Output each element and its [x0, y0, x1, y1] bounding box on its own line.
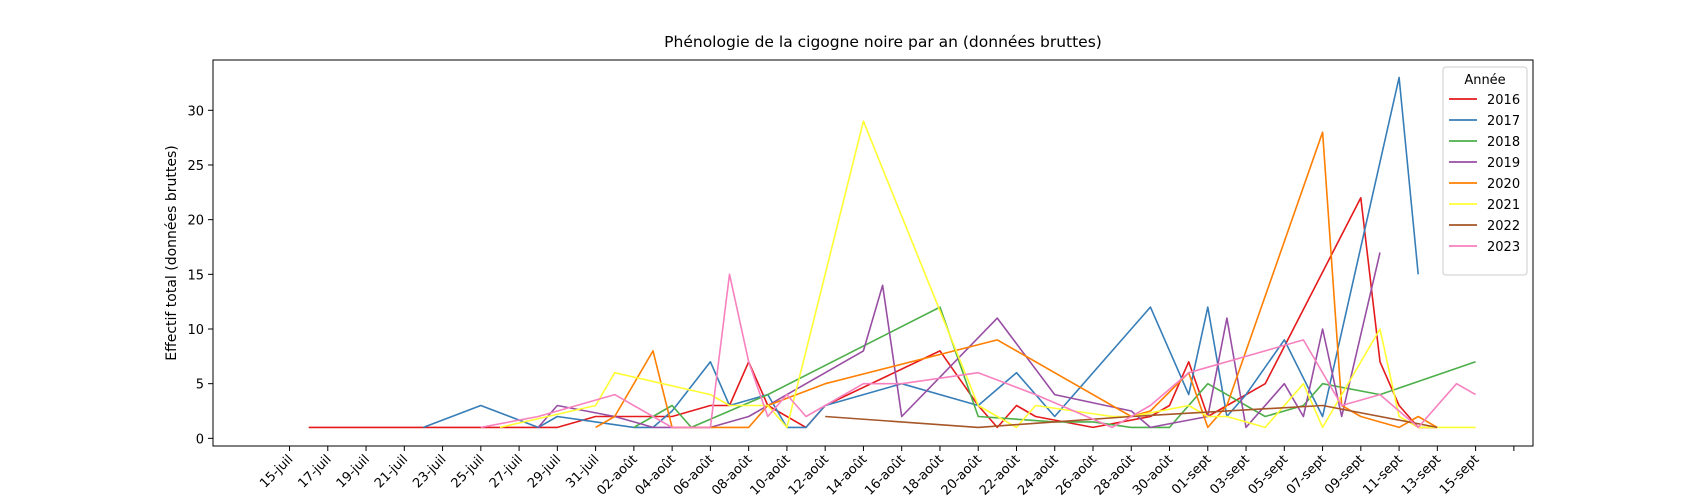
x-tick-label: 22-août — [977, 452, 1023, 498]
series-layer — [308, 76, 1476, 429]
x-tick-label: 09-sept — [1322, 452, 1368, 498]
series-line-2023 — [480, 273, 1476, 429]
x-tick-label: 24-août — [1015, 452, 1061, 498]
y-tick-label: 25 — [187, 159, 204, 174]
x-tick-label: 30-août — [1130, 452, 1176, 498]
x-tick-label: 11-sept — [1360, 452, 1406, 498]
x-tick-label: 18-août — [900, 452, 946, 498]
x-tick-label: 02-août — [594, 452, 640, 498]
x-tick-label: 16-août — [862, 452, 908, 498]
x-tick-label: 07-sept — [1284, 452, 1330, 498]
x-tick-label: 27-juil — [487, 452, 526, 491]
x-tick-label: 20-août — [939, 452, 985, 498]
x-tick-label: 25-juil — [449, 452, 488, 491]
x-tick-label: 15-sept — [1437, 452, 1483, 498]
y-axis-label: Effectif total (données bruttes) — [164, 145, 180, 361]
x-tick-label: 12-août — [786, 452, 832, 498]
legend-label-2020: 2020 — [1487, 177, 1520, 192]
x-tick-label: 05-sept — [1246, 452, 1292, 498]
legend-label-2021: 2021 — [1487, 198, 1520, 213]
x-tick-label: 01-sept — [1169, 452, 1215, 498]
y-tick-label: 20 — [187, 214, 204, 229]
y-tick-label: 5 — [196, 378, 204, 393]
x-tick-label: 17-juil — [295, 452, 334, 491]
x-tick-label: 19-juil — [334, 452, 373, 491]
chart-title: Phénologie de la cigogne noire par an (d… — [664, 33, 1102, 51]
x-tick-label: 13-sept — [1399, 452, 1445, 498]
legend-label-2017: 2017 — [1487, 114, 1520, 129]
legend: Année 2016 2017 2018 2019 2020 2021 2022 2023 — [1442, 66, 1528, 276]
plot-area — [212, 59, 1534, 447]
legend-label-2019: 2019 — [1487, 156, 1520, 171]
x-tick-label: 10-août — [747, 452, 793, 498]
legend-label-2016: 2016 — [1487, 93, 1520, 108]
x-tick-label: 15-juil — [257, 452, 296, 491]
x-tick-label: 26-août — [1054, 452, 1100, 498]
y-axis: 0 5 10 15 20 25 30 — [187, 104, 213, 447]
legend-label-2023: 2023 — [1487, 240, 1520, 255]
x-axis: 15-juil 17-juil 19-juil 21-juil 23-juil 25-ju… — [257, 446, 1515, 499]
legend-label-2018: 2018 — [1487, 135, 1520, 150]
x-tick-label: 06-août — [671, 452, 717, 498]
x-tick-label: 29-juil — [525, 452, 564, 491]
x-tick-label: 03-sept — [1207, 452, 1253, 498]
x-tick-label: 23-juil — [410, 452, 449, 491]
y-tick-label: 15 — [187, 268, 204, 283]
plot-frame — [212, 59, 1534, 447]
legend-box — [1442, 66, 1528, 276]
legend-title: Année — [1464, 73, 1505, 88]
y-tick-label: 10 — [187, 323, 204, 338]
legend-label-2022: 2022 — [1487, 219, 1520, 234]
x-tick-label: 14-août — [824, 452, 870, 498]
x-tick-label: 21-juil — [372, 452, 411, 491]
x-tick-label: 04-août — [633, 452, 679, 498]
x-tick-label: 08-août — [709, 452, 755, 498]
y-tick-label: 0 — [196, 432, 204, 447]
y-tick-label: 30 — [187, 104, 204, 119]
x-tick-label: 28-août — [1092, 452, 1138, 498]
series-line-2019 — [537, 252, 1381, 429]
